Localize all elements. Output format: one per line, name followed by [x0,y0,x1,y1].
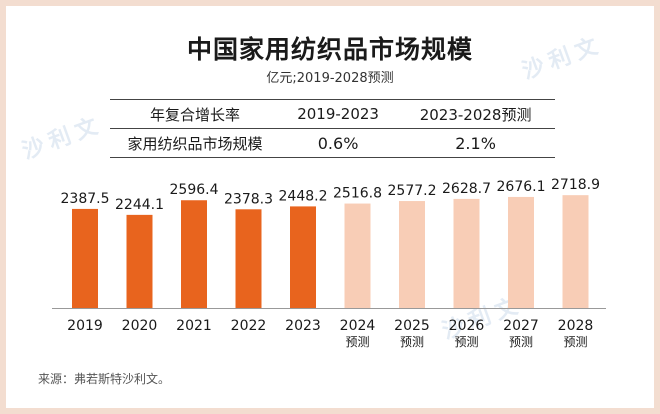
tick-label-2020: 2020 [122,318,158,334]
data-label-2021: 2596.4 [170,182,219,198]
forecast-label-2026: 预测 [454,335,478,349]
cagr-table-header-row: 年复合增长率 2019-2023 2023-2028预测 [110,99,555,129]
data-label-2024: 2516.8 [333,186,382,202]
data-label-2027: 2676.1 [497,179,546,195]
tick-label-2027: 2027 [503,318,539,334]
bar-2027 [508,196,534,308]
tick-label-2019: 2019 [67,318,103,334]
cagr-value-2: 2.1% [396,128,555,158]
chart-title: 中国家用纺织品市场规模 [186,35,473,64]
cagr-header-period-1: 2019-2023 [280,99,397,129]
forecast-label-2028: 预测 [563,335,587,349]
data-label-2020: 2244.1 [115,197,164,213]
bar-2021 [181,200,207,308]
cagr-table-data-row: 家用纺织品市场规模 0.6% 2.1% [110,128,555,158]
cagr-header-label: 年复合增长率 [110,99,280,129]
tick-label-2026: 2026 [449,318,485,334]
forecast-label-2025: 预测 [400,335,424,349]
tick-label-2021: 2021 [176,318,212,334]
forecast-label-2024: 预测 [345,335,369,349]
tick-label-2025: 2025 [394,318,430,334]
bar-2019 [72,208,98,308]
cagr-value-1: 0.6% [280,128,397,158]
data-label-2019: 2387.5 [61,191,110,207]
bar-2025 [399,201,425,308]
cagr-row-label: 家用纺织品市场规模 [110,128,280,158]
bar-2023 [290,206,316,308]
data-label-2025: 2577.2 [388,183,437,199]
bar-2026 [453,198,480,308]
forecast-label-2027: 预测 [509,335,533,349]
source-note: 来源：弗若斯特沙利文。 [38,372,171,386]
tick-label-2023: 2023 [285,318,321,334]
bar-2020 [126,214,153,308]
tick-label-2028: 2028 [558,318,594,334]
cagr-header-period-2: 2023-2028预测 [396,99,555,129]
chart-unit: 亿元;2019-2028预测 [266,71,394,86]
data-label-2028: 2718.9 [551,177,600,193]
cagr-table: 年复合增长率 2019-2023 2023-2028预测 家用纺织品市场规模 0… [110,99,555,158]
bar-2022 [235,209,262,308]
data-label-2023: 2448.2 [279,188,328,204]
data-label-2026: 2628.7 [442,181,491,197]
bar-2028 [562,195,589,308]
tick-label-2024: 2024 [340,318,376,334]
bar-2024 [344,203,371,308]
tick-label-2022: 2022 [231,318,267,334]
data-label-2022: 2378.3 [224,191,273,207]
